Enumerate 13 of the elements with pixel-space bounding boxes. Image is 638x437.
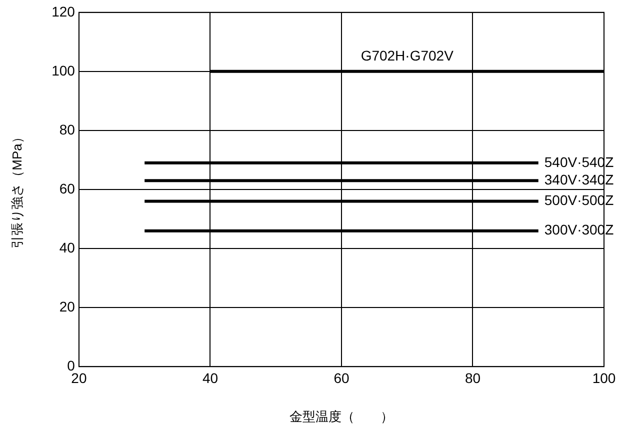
- y-tick-label: 80: [59, 121, 76, 138]
- x-tick-label: 60: [334, 370, 350, 386]
- x-tick-label: 80: [464, 370, 481, 386]
- x-tick-label: 100: [592, 370, 616, 386]
- x-axis-title: 金型温度（ ）: [289, 408, 394, 424]
- series-label: G702H·G702V: [360, 47, 454, 64]
- y-tick-label: 40: [59, 239, 76, 256]
- x-tick-label: 40: [202, 370, 218, 386]
- y-tick-label: 100: [52, 62, 76, 78]
- y-tick-label: 60: [59, 180, 76, 196]
- y-axis-title: 引張り強さ（MPa）: [9, 130, 24, 248]
- y-tick-label: 120: [52, 3, 76, 20]
- y-tick-label: 20: [59, 298, 76, 314]
